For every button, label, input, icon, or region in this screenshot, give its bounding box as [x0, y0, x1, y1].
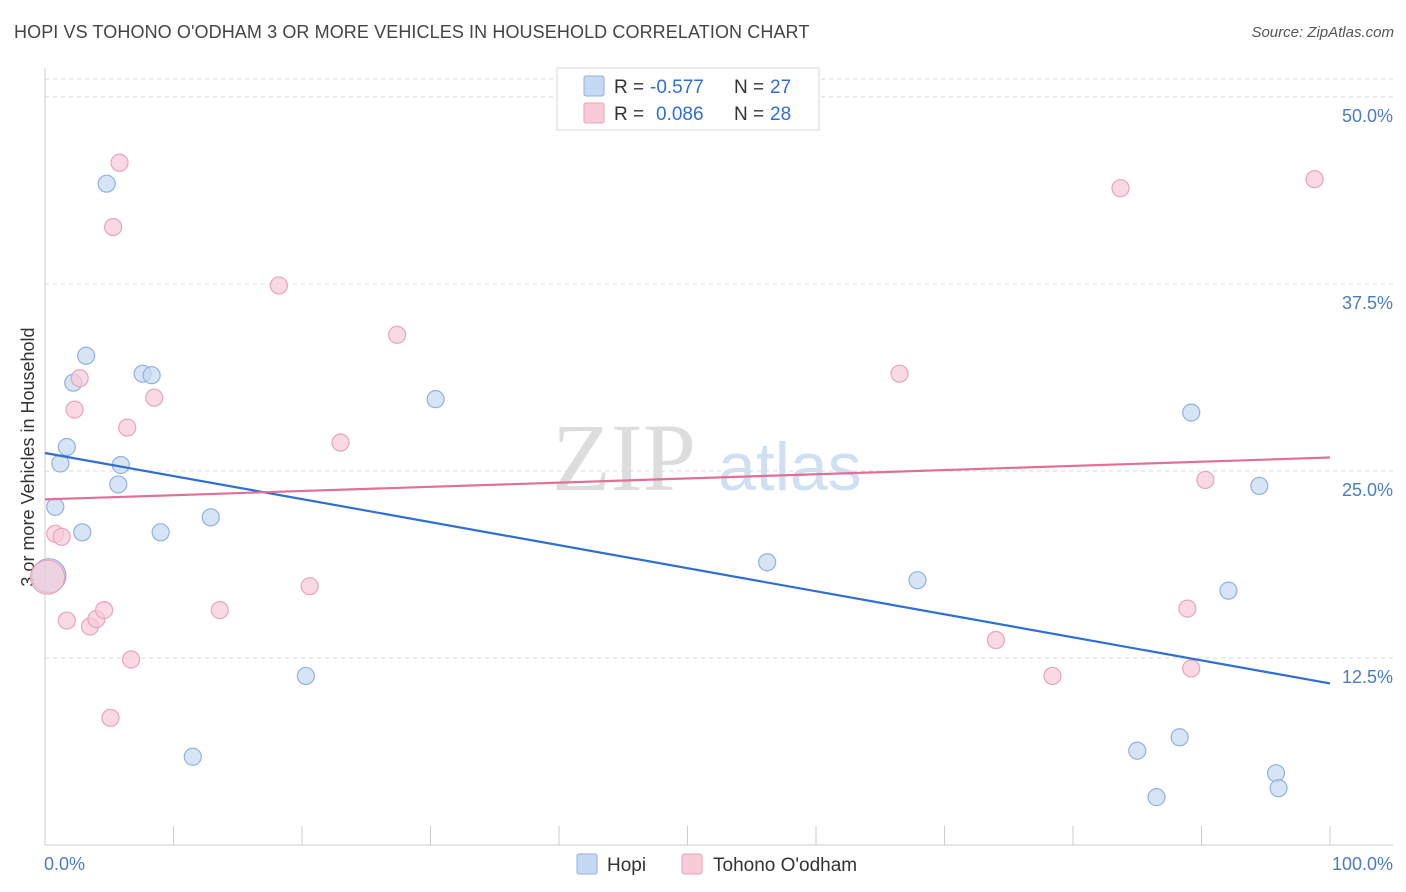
tohono-point [1182, 659, 1201, 678]
tohono-point [986, 630, 1006, 650]
tohono-point [387, 325, 407, 344]
data-points [29, 153, 1324, 807]
watermark: ZIP atlas [552, 404, 862, 511]
tohono-point [1305, 170, 1324, 189]
tohono-point [1111, 179, 1130, 198]
hopi-point [758, 553, 777, 572]
hopi-point [73, 523, 92, 542]
hopi-point [1219, 581, 1238, 600]
hopi-point [57, 437, 76, 457]
hopi-point [151, 523, 170, 542]
hopi-point [1182, 403, 1201, 422]
tohono-point [95, 601, 114, 620]
y-tick-label: 37.5% [1342, 293, 1393, 313]
hopi-point [426, 390, 445, 409]
y-tick-label: 50.0% [1342, 106, 1393, 126]
legend-hopi-r-value: -0.577 [650, 77, 704, 98]
series-legend: Hopi Tohono O'odham [576, 853, 857, 876]
trend-lines [44, 451, 1331, 685]
correlation-legend: R = -0.577 N = 27 R = 0.086 N = 28 [556, 67, 820, 131]
legend-tohono-r-value: 0.086 [656, 104, 704, 125]
watermark-atlas: atlas [718, 429, 862, 505]
tohono-point [118, 418, 137, 437]
tohono-point [331, 433, 350, 452]
legend-tohono-r-label: R = [614, 104, 644, 125]
hopi-point [1170, 728, 1189, 747]
tohono-point [104, 217, 123, 237]
hopi-point [908, 571, 927, 590]
x-ticks [173, 826, 1331, 845]
x-tick-label-max: 100.0% [1332, 854, 1393, 874]
tohono-point [52, 527, 71, 546]
legend-hopi-n-value: 27 [770, 77, 791, 98]
hopi-point [1266, 764, 1286, 783]
tohono-point [57, 611, 76, 630]
hopi-point [201, 508, 220, 527]
tohono-point [1196, 470, 1215, 490]
tohono-point [110, 153, 129, 172]
bottom-legend-tohono-label: Tohono O'odham [713, 855, 857, 876]
tohono-point [121, 650, 141, 669]
legend-hopi-n-label: N = [734, 77, 764, 98]
y-tick-label: 12.5% [1342, 667, 1393, 687]
tohono-point [1178, 599, 1197, 618]
chart-title: HOPI VS TOHONO O'ODHAM 3 OR MORE VEHICLE… [14, 22, 810, 42]
x-tick-labels: 0.0% 100.0% [44, 854, 1393, 874]
legend-tohono-n-label: N = [734, 104, 764, 125]
y-tick-labels: 12.5% 25.0% 37.5% 50.0% [1342, 106, 1393, 687]
bottom-legend-tohono-swatch [681, 853, 703, 875]
legend-hopi-r-label: R = [614, 77, 644, 98]
legend-hopi-swatch [583, 75, 605, 97]
tohono-point [65, 400, 84, 419]
tohono-point [1043, 666, 1062, 686]
watermark-zip: ZIP [552, 404, 696, 511]
tohono-point [210, 601, 229, 620]
tohono-point [269, 276, 288, 295]
hopi-point [1128, 741, 1147, 760]
tohono-trend-line [44, 456, 1331, 501]
hopi-point [77, 346, 96, 365]
tohono-point [300, 577, 319, 596]
x-tick-label-min: 0.0% [44, 854, 85, 874]
bottom-legend-hopi-swatch [576, 853, 598, 875]
hopi-point [46, 497, 65, 516]
tohono-point [890, 364, 909, 383]
hopi-point [183, 747, 202, 766]
y-tick-label: 25.0% [1342, 480, 1393, 500]
tohono-point [70, 369, 89, 388]
hopi-point [296, 666, 315, 686]
bottom-legend-hopi-label: Hopi [607, 855, 646, 876]
y-axis-title: 3 or more Vehicles in Household [18, 327, 38, 586]
chart-source: Source: ZipAtlas.com [1251, 24, 1394, 41]
hopi-point [1147, 788, 1166, 807]
tohono-point [101, 708, 120, 727]
grid-lines [45, 78, 1393, 659]
hopi-point [1269, 779, 1288, 798]
hopi-point [97, 174, 116, 193]
hopi-point [142, 366, 161, 385]
hopi-point [1250, 476, 1269, 496]
hopi-point [109, 475, 128, 494]
tohono-point [29, 559, 66, 595]
legend-tohono-n-value: 28 [770, 104, 791, 125]
axes [44, 68, 1393, 846]
tohono-point [145, 388, 164, 407]
legend-tohono-swatch [583, 102, 605, 124]
